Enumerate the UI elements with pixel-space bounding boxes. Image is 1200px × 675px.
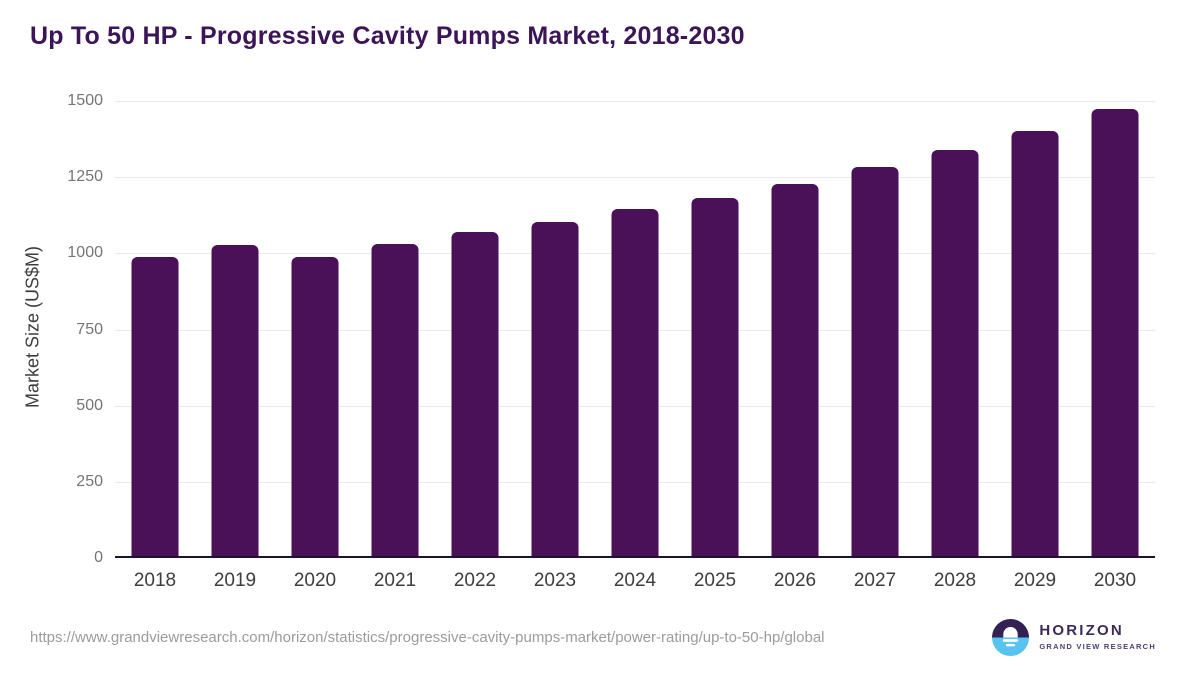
bar-2021[interactable] (371, 244, 419, 556)
x-tick-label-2030: 2030 (1093, 570, 1137, 591)
y-tick-label-250: 250 (76, 472, 103, 490)
x-tick-label-2024: 2024 (613, 570, 657, 591)
x-tick-label-2026: 2026 (773, 570, 817, 591)
gridline-1250 (115, 177, 1155, 179)
x-tick-label-2025: 2025 (693, 570, 737, 591)
bar-2018[interactable] (131, 257, 179, 556)
gridline-1500 (115, 101, 1155, 102)
bar-2024[interactable] (611, 209, 659, 556)
bar-2028[interactable] (931, 149, 979, 556)
chart-title: Up To 50 HP - Progressive Cavity Pumps M… (30, 22, 745, 50)
bar-2026[interactable] (771, 184, 819, 556)
horizon-logo: HORIZON GRAND VIEW RESEARCH (992, 618, 1156, 656)
logo-title: HORIZON (1039, 622, 1124, 640)
bar-2019[interactable] (211, 245, 259, 556)
x-tick-label-2021: 2021 (373, 570, 417, 591)
logo-subtitle: GRAND VIEW RESEARCH (1039, 641, 1156, 651)
footer: https://www.grandviewresearch.com/horizo… (0, 606, 1200, 668)
x-tick-label-2029: 2029 (1013, 570, 1057, 591)
y-tick-label-750: 750 (76, 320, 103, 338)
horizon-logo-icon (992, 618, 1030, 656)
x-tick-label-2018: 2018 (133, 570, 177, 591)
x-tick-label-2022: 2022 (453, 570, 497, 591)
bar-2030[interactable] (1091, 109, 1139, 556)
bar-2022[interactable] (451, 231, 499, 556)
source-url: https://www.grandviewresearch.com/horizo… (30, 628, 825, 646)
bar-2027[interactable] (851, 167, 899, 556)
x-tick-label-2028: 2028 (933, 570, 977, 591)
y-tick-label-1250: 1250 (67, 168, 103, 186)
x-tick-label-2019: 2019 (213, 570, 257, 591)
x-tick-label-2020: 2020 (293, 570, 337, 591)
logo-text: HORIZON GRAND VIEW RESEARCH (1039, 623, 1156, 651)
y-tick-label-1500: 1500 (67, 92, 103, 109)
bar-2025[interactable] (691, 198, 739, 556)
bar-2029[interactable] (1011, 130, 1059, 556)
x-tick-label-2023: 2023 (533, 570, 577, 591)
y-tick-label-500: 500 (76, 396, 103, 414)
x-tick-label-2027: 2027 (853, 570, 897, 591)
y-tick-label-0: 0 (94, 549, 103, 566)
bar-2020[interactable] (291, 257, 339, 556)
bar-2023[interactable] (531, 222, 579, 556)
plot-area: 0 250 500 750 1000 1250 1500 2018 2019 2020 2021 20… (67, 92, 1155, 591)
y-tick-label-1000: 1000 (67, 244, 103, 262)
y-axis-title: Market Size (US$M) (22, 245, 43, 409)
